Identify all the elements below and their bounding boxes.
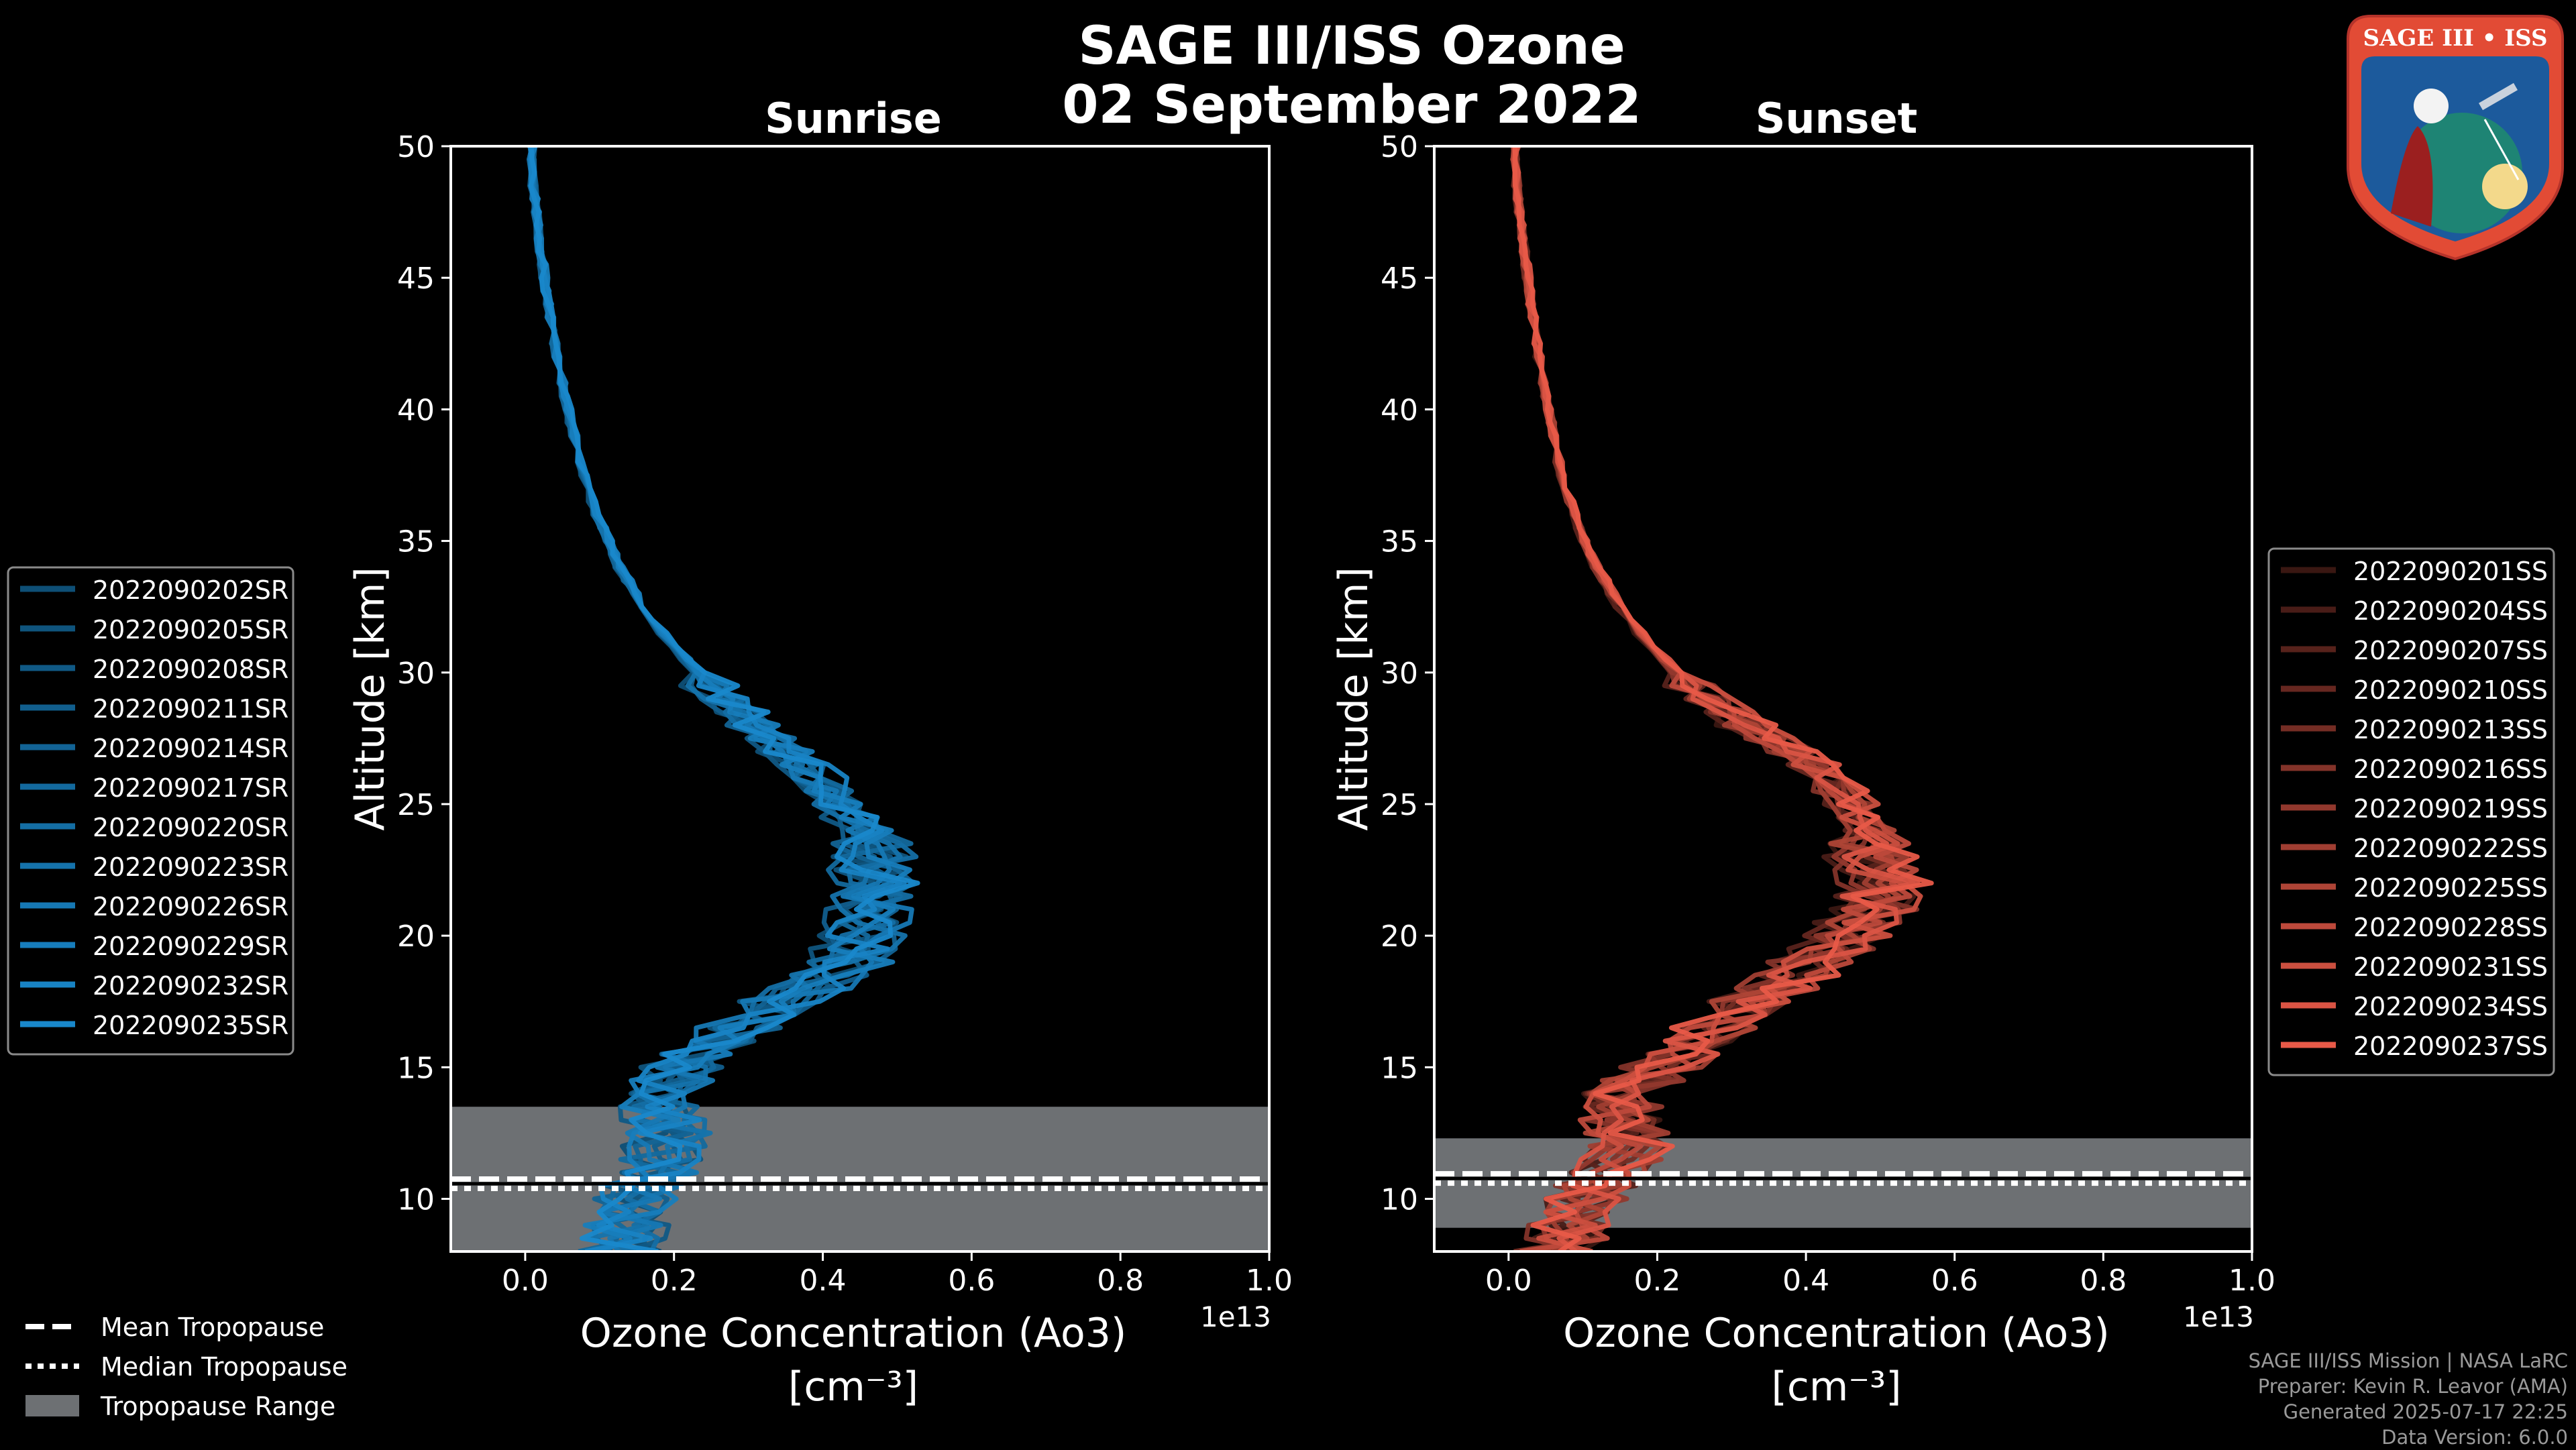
legend-label-2022090220SR: 2022090220SR bbox=[93, 813, 288, 842]
legend-label-2022090210SS: 2022090210SS bbox=[2353, 675, 2548, 705]
y-axis-label: Altitude [km] bbox=[347, 567, 394, 831]
legend-label-2022090235SR: 2022090235SR bbox=[93, 1011, 288, 1040]
profile-lines bbox=[527, 146, 920, 1251]
legend-label-2022090225SS: 2022090225SS bbox=[2353, 873, 2548, 903]
x-tick-label: 0.6 bbox=[948, 1264, 995, 1298]
legend-box bbox=[2267, 547, 2555, 1076]
legend-label-2022090228SS: 2022090228SS bbox=[2353, 913, 2548, 942]
profile-line-2022090226SR bbox=[527, 146, 914, 1251]
y-tick-label: 50 bbox=[397, 130, 435, 164]
legend-label-2022090201SS: 2022090201SS bbox=[2353, 557, 2548, 586]
y-tick-label: 20 bbox=[1381, 919, 1418, 954]
x-axis-label: Ozone Concentration (Ao3) bbox=[1563, 1310, 2110, 1357]
y-tick-label: 30 bbox=[397, 657, 435, 691]
median-tropopause-key-label: Median Tropopause bbox=[101, 1352, 347, 1382]
plot-frame bbox=[449, 145, 1271, 1253]
y-tick-label: 10 bbox=[1381, 1183, 1418, 1217]
credits-mission: SAGE III/ISS Mission | NASA LaRC bbox=[2248, 1349, 2568, 1372]
profile-line-2022090235SR bbox=[528, 146, 920, 1251]
legend-label-2022090234SS: 2022090234SS bbox=[2353, 992, 2548, 1021]
x-tick-label: 0.6 bbox=[1931, 1264, 1978, 1298]
tropopause-range-key-label: Tropopause Range bbox=[100, 1392, 335, 1421]
mean-tropopause-key-label: Mean Tropopause bbox=[101, 1313, 324, 1342]
sage-iii-iss-logo: SAGE III • ISS bbox=[2344, 12, 2567, 263]
sunset-panel: 10 15 20 25 30 35 40 45 50 0.0 0.2 0.4 0.6 0.8 1.01e13… bbox=[1330, 94, 2555, 1410]
figure-title-line1: SAGE III/ISS Ozone bbox=[1078, 16, 1625, 76]
y-tick-label: 10 bbox=[397, 1183, 435, 1217]
logo-text: SAGE III • ISS bbox=[2363, 25, 2547, 52]
y-tick-label: 40 bbox=[397, 393, 435, 427]
x-tick-label: 0.4 bbox=[1782, 1264, 1829, 1298]
sunrise-panel: 10 15 20 25 30 35 40 45 50 0.0 0.2 0.4 0.6 0.8 1.01e13… bbox=[7, 94, 1293, 1410]
legend-label-2022090205SR: 2022090205SR bbox=[93, 615, 288, 645]
legend-label-2022090214SR: 2022090214SR bbox=[93, 734, 288, 763]
panel-title: Sunrise bbox=[765, 94, 942, 143]
legend-label-2022090223SR: 2022090223SR bbox=[93, 852, 288, 882]
legend-box bbox=[7, 566, 294, 1056]
legend-label-2022090213SS: 2022090213SS bbox=[2353, 715, 2548, 744]
x-tick-label: 0.0 bbox=[502, 1264, 549, 1298]
y-tick-label: 25 bbox=[397, 788, 435, 822]
legend-label-2022090231SS: 2022090231SS bbox=[2353, 952, 2548, 982]
sunset-legend: 2022090201SS 2022090204SS 2022090207SS 2022… bbox=[2267, 547, 2555, 1076]
credits-generated: Generated 2025-07-17 22:25 bbox=[2283, 1400, 2568, 1423]
legend-label-2022090219SS: 2022090219SS bbox=[2353, 794, 2548, 824]
legend-label-2022090229SR: 2022090229SR bbox=[93, 932, 288, 961]
legend-label-2022090204SS: 2022090204SS bbox=[2353, 596, 2548, 626]
profile-lines bbox=[1510, 146, 1934, 1251]
profile-line-2022090228SS bbox=[1511, 146, 1919, 1251]
legend-label-2022090222SS: 2022090222SS bbox=[2353, 834, 2548, 863]
credits-version: Data Version: 6.0.0 bbox=[2381, 1426, 2568, 1449]
x-axis-unit: [cm⁻³] bbox=[788, 1363, 918, 1410]
y-tick-label: 40 bbox=[1381, 393, 1418, 427]
tropopause-key: Mean Tropopause Median Tropopause Tropopau… bbox=[25, 1313, 347, 1421]
legend-label-2022090237SS: 2022090237SS bbox=[2353, 1031, 2548, 1061]
y-tick-label: 35 bbox=[1381, 525, 1418, 559]
profile-line-2022090237SS bbox=[1512, 146, 1934, 1251]
y-tick-label: 45 bbox=[1381, 262, 1418, 296]
panel-title: Sunset bbox=[1756, 94, 1918, 143]
x-exponent-label: 1e13 bbox=[1200, 1300, 1271, 1333]
x-exponent-label: 1e13 bbox=[2183, 1300, 2254, 1333]
credits-preparer: Preparer: Kevin R. Leavor (AMA) bbox=[2257, 1375, 2568, 1398]
x-tick-label: 0.4 bbox=[800, 1264, 847, 1298]
x-tick-label: 0.8 bbox=[1097, 1264, 1144, 1298]
sunrise-legend: 2022090202SR 2022090205SR 2022090208SR 2022… bbox=[7, 566, 294, 1056]
y-tick-label: 20 bbox=[397, 919, 435, 954]
x-axis-label: Ozone Concentration (Ao3) bbox=[580, 1310, 1127, 1357]
y-tick-label: 35 bbox=[397, 525, 435, 559]
y-tick-label: 30 bbox=[1381, 657, 1418, 691]
legend-label-2022090226SR: 2022090226SR bbox=[93, 892, 288, 922]
legend-label-2022090217SR: 2022090217SR bbox=[93, 773, 288, 803]
figure-title-line2: 02 September 2022 bbox=[1062, 75, 1642, 135]
x-tick-label: 0.2 bbox=[651, 1264, 698, 1298]
credits: SAGE III/ISS Mission | NASA LaRC Prepare… bbox=[2249, 1348, 2568, 1450]
x-tick-label: 0.8 bbox=[2080, 1264, 2127, 1298]
x-tick-label: 1.0 bbox=[2229, 1264, 2275, 1298]
legend-label-2022090211SR: 2022090211SR bbox=[93, 694, 288, 724]
x-tick-label: 0.0 bbox=[1485, 1264, 1532, 1298]
y-axis-label: Altitude [km] bbox=[1330, 567, 1377, 831]
y-tick-label: 15 bbox=[397, 1051, 435, 1085]
plot-frame bbox=[1433, 145, 2253, 1253]
legend-label-2022090216SS: 2022090216SS bbox=[2353, 755, 2548, 784]
y-tick-label: 15 bbox=[1381, 1051, 1418, 1085]
mission-patch-icon: SAGE III • ISS bbox=[2347, 15, 2564, 261]
x-axis-unit: [cm⁻³] bbox=[1772, 1363, 1902, 1410]
legend-label-2022090207SS: 2022090207SS bbox=[2353, 636, 2548, 665]
y-tick-label: 25 bbox=[1381, 788, 1418, 822]
x-tick-label: 0.2 bbox=[1633, 1264, 1680, 1298]
x-tick-label: 1.0 bbox=[1246, 1264, 1293, 1298]
legend-label-2022090208SR: 2022090208SR bbox=[93, 655, 288, 684]
tropopause-range-key-icon bbox=[25, 1395, 79, 1416]
legend-label-2022090232SR: 2022090232SR bbox=[93, 971, 288, 1001]
y-tick-label: 50 bbox=[1381, 130, 1418, 164]
legend-label-2022090202SR: 2022090202SR bbox=[93, 575, 288, 605]
y-tick-label: 45 bbox=[397, 262, 435, 296]
